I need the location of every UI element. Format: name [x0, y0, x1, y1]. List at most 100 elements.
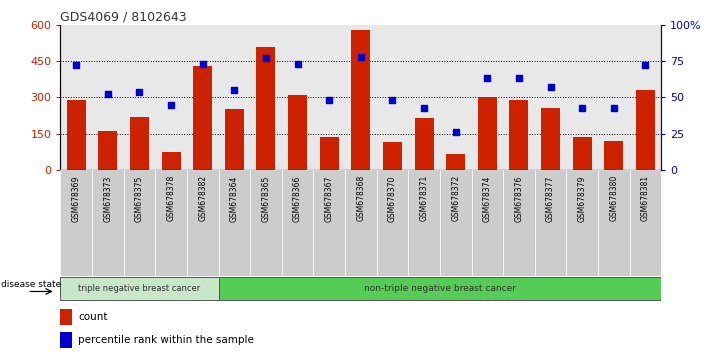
Point: [450, 129, 461, 135]
Bar: [155, 25, 187, 170]
Text: GSM678370: GSM678370: [388, 175, 397, 222]
Bar: [351, 30, 370, 170]
Point: [166, 102, 177, 107]
Bar: [320, 137, 338, 170]
Text: triple negative breast cancer: triple negative breast cancer: [78, 284, 201, 293]
Bar: [314, 170, 345, 276]
Bar: [415, 118, 434, 170]
Bar: [92, 170, 124, 276]
Bar: [218, 25, 250, 170]
Bar: [598, 25, 630, 170]
Bar: [535, 25, 567, 170]
Bar: [567, 170, 598, 276]
Bar: [124, 170, 155, 276]
Text: GDS4069 / 8102643: GDS4069 / 8102643: [60, 11, 187, 24]
Bar: [187, 170, 218, 276]
Text: GSM678365: GSM678365: [262, 175, 270, 222]
Bar: [630, 170, 661, 276]
Bar: [447, 154, 465, 170]
Bar: [193, 66, 212, 170]
Bar: [60, 332, 73, 348]
Point: [640, 63, 651, 68]
Bar: [257, 46, 275, 170]
Bar: [440, 25, 471, 170]
Text: GSM678374: GSM678374: [483, 175, 492, 222]
Bar: [60, 170, 92, 276]
Bar: [250, 170, 282, 276]
Point: [387, 97, 398, 103]
Bar: [124, 25, 155, 170]
Text: percentile rank within the sample: percentile rank within the sample: [78, 335, 255, 346]
Text: non-triple negative breast cancer: non-triple negative breast cancer: [364, 284, 516, 293]
Bar: [250, 25, 282, 170]
Bar: [598, 170, 630, 276]
Bar: [440, 170, 471, 276]
Bar: [282, 25, 314, 170]
Bar: [60, 25, 92, 170]
Bar: [383, 142, 402, 170]
Point: [197, 61, 208, 67]
Text: GSM678369: GSM678369: [72, 175, 81, 222]
Bar: [535, 170, 567, 276]
Bar: [503, 170, 535, 276]
Text: GSM678372: GSM678372: [451, 175, 460, 222]
Bar: [408, 170, 440, 276]
Text: count: count: [78, 312, 108, 322]
Bar: [155, 170, 187, 276]
Point: [355, 54, 367, 59]
Bar: [218, 278, 661, 299]
Text: GSM678376: GSM678376: [515, 175, 523, 222]
Bar: [60, 309, 73, 325]
Bar: [377, 25, 408, 170]
Bar: [161, 152, 181, 170]
Text: disease state: disease state: [1, 280, 61, 289]
Text: GSM678378: GSM678378: [166, 175, 176, 222]
Bar: [288, 95, 307, 170]
Text: GSM678379: GSM678379: [577, 175, 587, 222]
Text: GSM678373: GSM678373: [103, 175, 112, 222]
Point: [418, 105, 429, 110]
Bar: [604, 141, 624, 170]
Text: GSM678377: GSM678377: [546, 175, 555, 222]
Bar: [630, 25, 661, 170]
Point: [481, 76, 493, 81]
Bar: [130, 117, 149, 170]
Point: [229, 87, 240, 93]
Bar: [541, 108, 560, 170]
Bar: [98, 131, 117, 170]
Bar: [471, 170, 503, 276]
Point: [260, 55, 272, 61]
Text: GSM678382: GSM678382: [198, 175, 207, 221]
Bar: [67, 100, 86, 170]
Point: [577, 105, 588, 110]
Text: GSM678367: GSM678367: [325, 175, 333, 222]
Bar: [345, 170, 377, 276]
Bar: [503, 25, 535, 170]
Point: [134, 89, 145, 95]
Text: GSM678371: GSM678371: [419, 175, 429, 222]
Bar: [377, 170, 408, 276]
Bar: [572, 137, 592, 170]
Bar: [60, 278, 218, 299]
Bar: [218, 170, 250, 276]
Point: [608, 105, 619, 110]
Text: GSM678368: GSM678368: [356, 175, 365, 222]
Bar: [471, 25, 503, 170]
Bar: [408, 25, 440, 170]
Bar: [92, 25, 124, 170]
Point: [292, 61, 304, 67]
Bar: [478, 97, 497, 170]
Bar: [636, 90, 655, 170]
Bar: [314, 25, 345, 170]
Point: [102, 92, 114, 97]
Bar: [510, 100, 528, 170]
Bar: [225, 109, 244, 170]
Text: GSM678375: GSM678375: [135, 175, 144, 222]
Bar: [282, 170, 314, 276]
Bar: [567, 25, 598, 170]
Point: [513, 76, 525, 81]
Bar: [345, 25, 377, 170]
Point: [545, 84, 556, 90]
Bar: [187, 25, 218, 170]
Text: GSM678380: GSM678380: [609, 175, 619, 222]
